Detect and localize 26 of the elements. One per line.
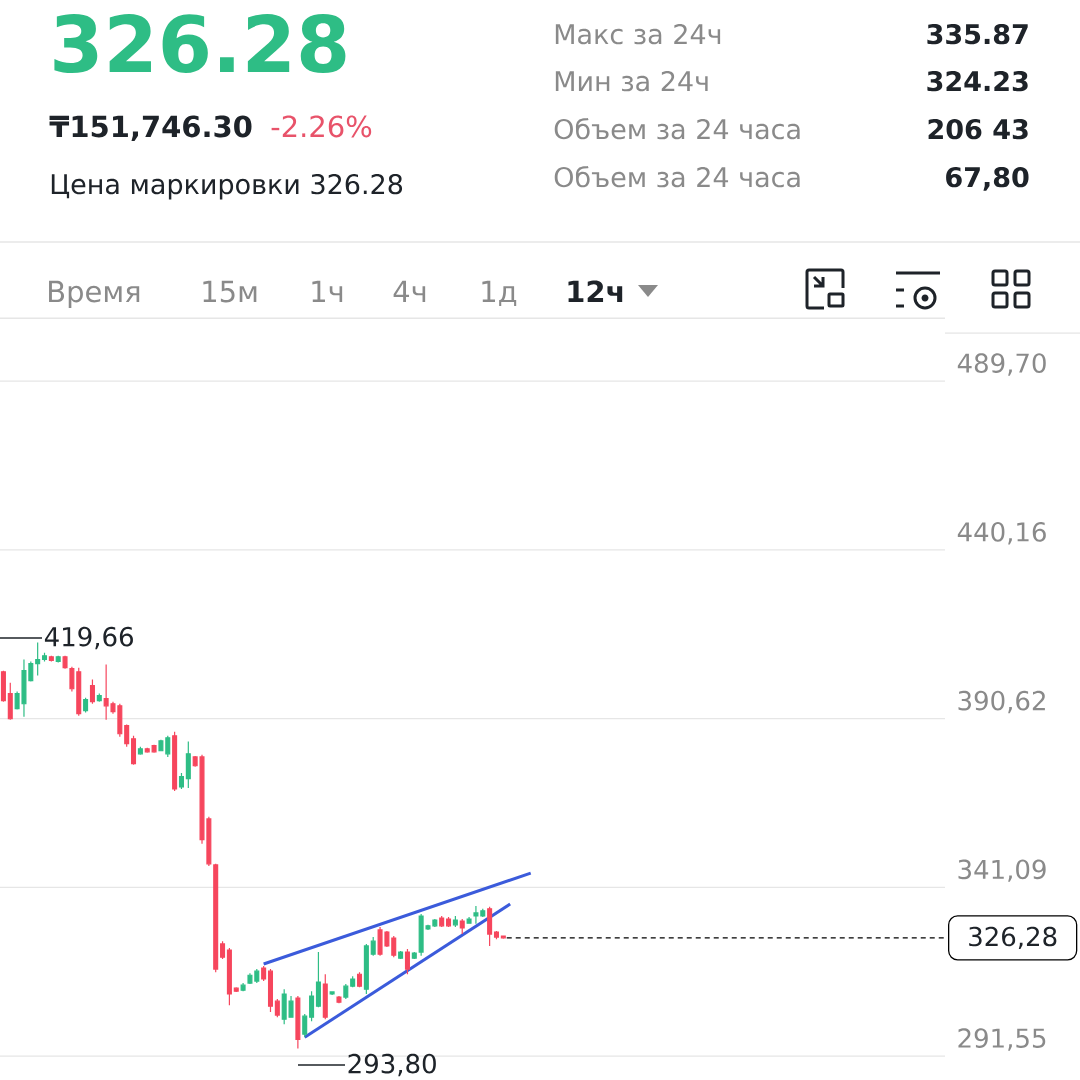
chart-title: 326.28	[54, 14, 346, 74]
text: Мин за 24ч	[555, 70, 708, 92]
text: 67,80	[946, 166, 1029, 191]
text: Цена маркировки 326.28	[51, 173, 403, 200]
y-tick-label: 291,55	[958, 1028, 1046, 1051]
text: Объем за 24 часа	[554, 166, 800, 188]
text: 12ч	[568, 280, 623, 302]
text: 4ч	[393, 280, 426, 302]
text: 1ч	[312, 280, 343, 302]
y-tick-label: 341,09	[958, 859, 1046, 882]
text: -2.26%	[271, 115, 372, 138]
text: Макс за 24ч	[555, 23, 721, 45]
annotation: 419,66	[44, 626, 133, 650]
text: 206 43	[928, 118, 1028, 140]
ref-line-label: 326,28	[969, 926, 1057, 950]
text: Объем за 24 часа	[554, 118, 800, 140]
text: 15м	[203, 280, 257, 303]
annotation: 293,80	[348, 1053, 436, 1077]
y-tick-label: 440,16	[957, 522, 1046, 545]
text: ₸151,746.30	[49, 115, 252, 142]
text: 335.87	[927, 23, 1028, 45]
text: 1д	[482, 280, 517, 307]
y-tick-label: 390,62	[958, 690, 1045, 714]
text: 324.23	[927, 70, 1028, 92]
y-tick-label: 489,70	[957, 353, 1046, 376]
text: Время	[49, 280, 140, 309]
